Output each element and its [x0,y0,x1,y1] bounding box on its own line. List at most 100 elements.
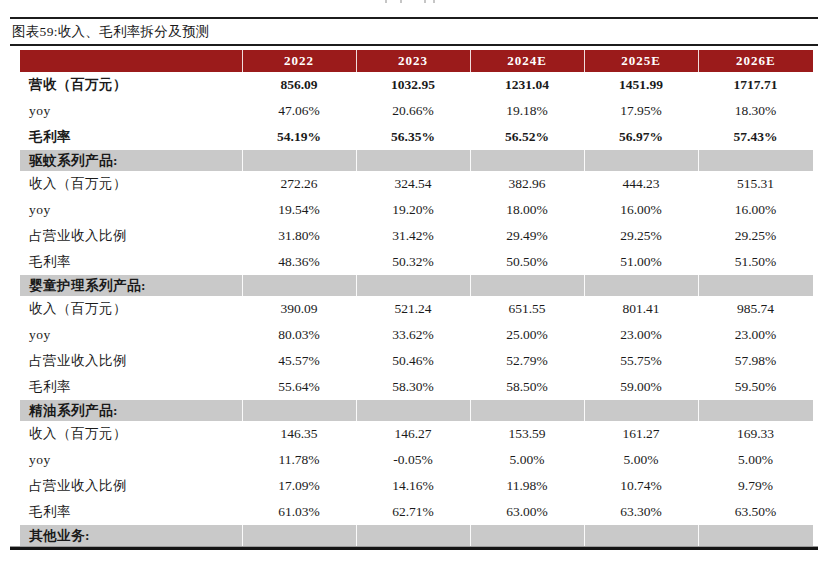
cell-value: 146.35 [242,421,356,447]
row-label: yoy [20,447,242,473]
row-label: yoy [20,98,242,124]
row-label: 占营业收入比例 [20,473,242,499]
cell-value: 63.30% [584,499,698,525]
header-year-2024e: 2024E [470,50,584,72]
title-divider-line [10,44,818,46]
cell-value: 16.00% [584,197,698,223]
revenue-margin-forecast-table: 2022 2023 2024E 2025E 2026E 营收（百万元）856.0… [20,50,813,546]
cell-value [470,275,584,296]
cell-value: 31.42% [356,223,470,249]
cell-value: 521.24 [356,296,470,322]
cell-value: 63.00% [470,499,584,525]
cell-value: 57.43% [698,124,813,150]
cell-value: 515.31 [698,171,813,197]
table-row: 占营业收入比例17.09%14.16%11.98%10.74%9.79% [20,473,813,499]
section-row: 其他业务: [20,525,813,546]
cell-value: 55.75% [584,348,698,374]
cell-value: 801.41 [584,296,698,322]
cell-value: 33.62% [356,322,470,348]
cell-value: 5.00% [698,447,813,473]
cell-value: 146.27 [356,421,470,447]
cell-value: 153.59 [470,421,584,447]
row-label: yoy [20,197,242,223]
cell-value [584,275,698,296]
artifact-mark [433,0,435,3]
section-row: 驱蚊系列产品: [20,150,813,171]
row-label: 营收（百万元） [20,72,242,98]
cell-value: 56.52% [470,124,584,150]
cell-value: 169.33 [698,421,813,447]
row-label: 收入（百万元） [20,296,242,322]
bottom-divider-line [10,546,818,550]
table-row: 毛利率54.19%56.35%56.52%56.97%57.43% [20,124,813,150]
figure-title: 图表59:收入、毛利率拆分及预测 [12,19,821,44]
cell-value: 29.25% [584,223,698,249]
cell-value [470,150,584,171]
bottom-divider-thick [10,547,818,550]
cell-value: 18.30% [698,98,813,124]
cell-value [584,150,698,171]
cell-value: 52.79% [470,348,584,374]
cell-value: 50.50% [470,249,584,275]
cell-value [242,525,356,546]
header-year-2026e: 2026E [698,50,813,72]
cell-value: 23.00% [698,322,813,348]
cell-value: 985.74 [698,296,813,322]
cell-value: 59.50% [698,374,813,400]
cropped-text-artifact [383,0,443,4]
header-empty-cell [20,50,242,72]
row-label: 毛利率 [20,124,242,150]
table-row: yoy11.78%-0.05%5.00%5.00%5.00% [20,447,813,473]
row-label: 毛利率 [20,249,242,275]
cell-value [698,525,813,546]
cell-value: 19.18% [470,98,584,124]
section-label: 驱蚊系列产品: [20,150,242,171]
table-row: 毛利率55.64%58.30%58.50%59.00%59.50% [20,374,813,400]
cell-value [698,150,813,171]
cell-value: 382.96 [470,171,584,197]
cell-value: 55.64% [242,374,356,400]
cell-value [242,275,356,296]
cell-value: 19.20% [356,197,470,223]
row-label: 收入（百万元） [20,171,242,197]
cell-value [584,525,698,546]
cell-value [356,275,470,296]
cell-value: 51.50% [698,249,813,275]
cell-value [698,275,813,296]
cell-value: 17.95% [584,98,698,124]
cell-value: 54.19% [242,124,356,150]
table-row: 占营业收入比例31.80%31.42%29.49%29.25%29.25% [20,223,813,249]
cell-value: 50.46% [356,348,470,374]
cell-value: 272.26 [242,171,356,197]
table-row: yoy19.54%19.20%18.00%16.00%16.00% [20,197,813,223]
cell-value: 51.00% [584,249,698,275]
table-row: 营收（百万元）856.091032.951231.041451.991717.7… [20,72,813,98]
cell-value [470,400,584,421]
row-label: 占营业收入比例 [20,223,242,249]
cell-value: 56.97% [584,124,698,150]
cell-value: 390.09 [242,296,356,322]
cell-value: 25.00% [470,322,584,348]
cell-value: 5.00% [584,447,698,473]
cell-value: 57.98% [698,348,813,374]
cell-value: 16.00% [698,197,813,223]
table-row: 收入（百万元）146.35146.27153.59161.27169.33 [20,421,813,447]
cell-value [698,400,813,421]
header-year-2023: 2023 [356,50,470,72]
table-row: 毛利率48.36%50.32%50.50%51.00%51.50% [20,249,813,275]
table-row: 毛利率61.03%62.71%63.00%63.30%63.50% [20,499,813,525]
section-label: 其他业务: [20,525,242,546]
cell-value: -0.05% [356,447,470,473]
cell-value [356,525,470,546]
cell-value: 48.36% [242,249,356,275]
table-row: yoy80.03%33.62%25.00%23.00%23.00% [20,322,813,348]
cell-value: 23.00% [584,322,698,348]
section-row: 精油系列产品: [20,400,813,421]
row-label: 占营业收入比例 [20,348,242,374]
cell-value: 17.09% [242,473,356,499]
cell-value: 29.49% [470,223,584,249]
cell-value: 80.03% [242,322,356,348]
cell-value: 47.06% [242,98,356,124]
row-label: 毛利率 [20,499,242,525]
cell-value [242,150,356,171]
